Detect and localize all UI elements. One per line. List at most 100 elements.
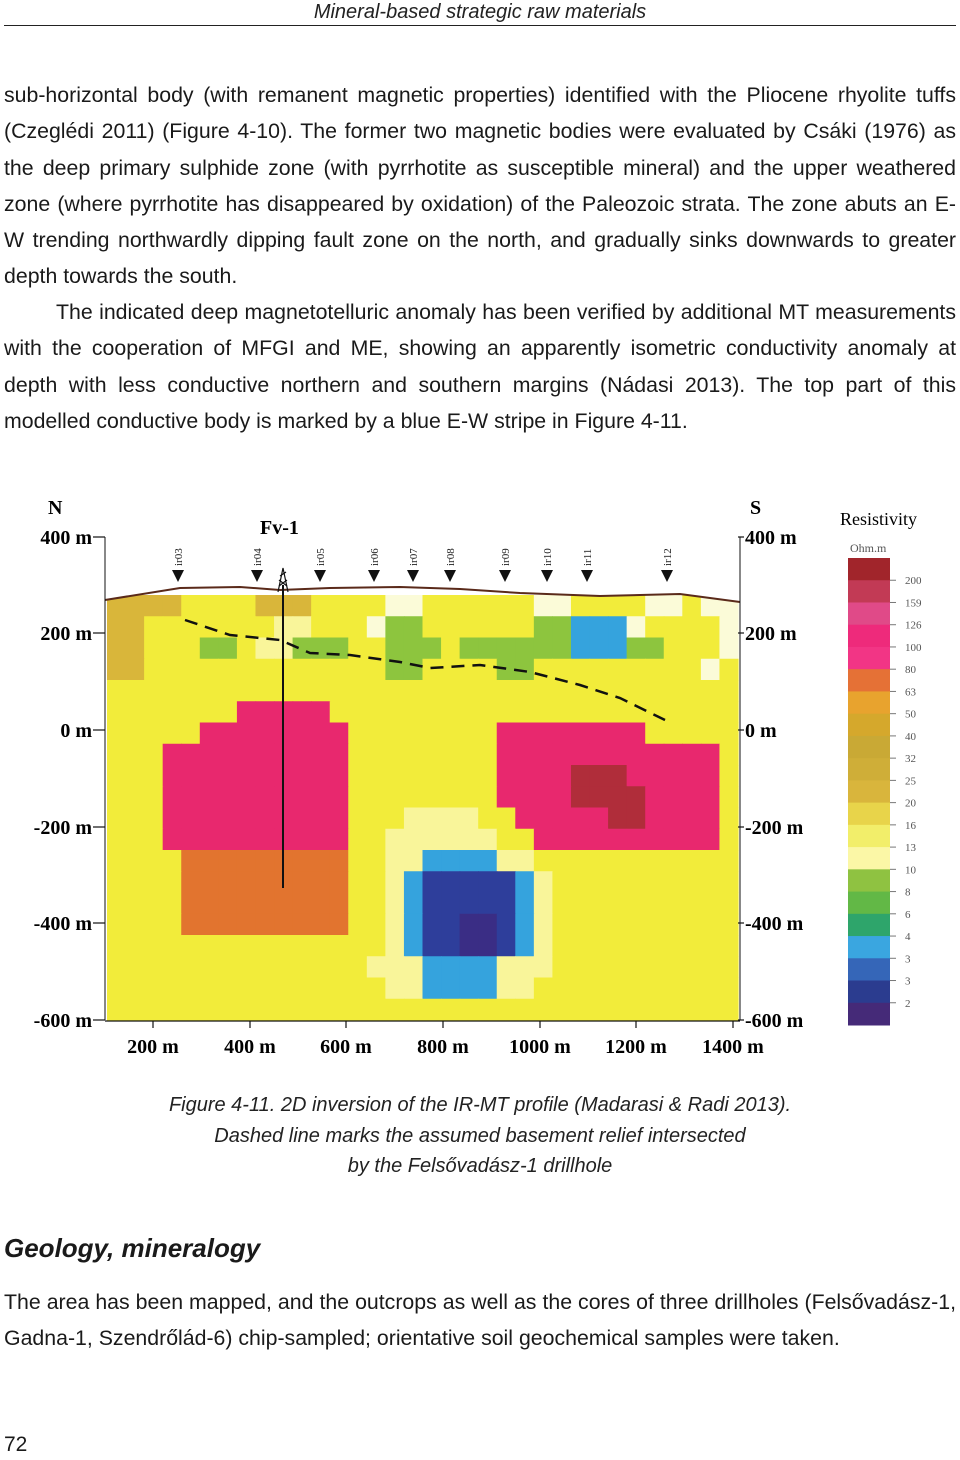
legend-swatch (848, 847, 890, 870)
section-cell (700, 637, 721, 660)
section-cell (552, 828, 572, 851)
section-cell (255, 998, 275, 1021)
section-cell (236, 658, 257, 681)
section-cell (459, 828, 479, 851)
legend-unit: Ohm.m (850, 541, 887, 555)
legend-swatch (848, 713, 890, 737)
section-cell (645, 786, 665, 809)
section-cell (645, 998, 665, 1021)
section-cell (199, 935, 219, 957)
section-cell (125, 807, 145, 830)
left-depth-label: -200 m (34, 817, 93, 839)
basement-dashed-line (184, 618, 666, 722)
section-cell (236, 850, 257, 872)
section-cell (144, 658, 164, 681)
section-cell (311, 828, 331, 851)
section-cell (366, 935, 386, 957)
legend-swatch (848, 602, 890, 626)
station-marker-icon (314, 570, 326, 582)
section-cell (441, 956, 461, 979)
section-cell (255, 595, 275, 617)
station-label: ir03 (173, 548, 185, 566)
section-cell (459, 807, 479, 830)
section-cell (385, 807, 405, 830)
legend-swatch (848, 691, 890, 715)
section-cell (144, 913, 164, 936)
section-cell (274, 913, 294, 936)
section-cell (552, 616, 572, 639)
section-cell (626, 935, 646, 957)
legend-value: 3 (905, 953, 911, 965)
section-cell (570, 998, 591, 1021)
section-cell (552, 850, 572, 872)
section-cell (608, 935, 628, 957)
section-cell (682, 680, 702, 702)
section-cell (496, 722, 516, 745)
north-label: N (48, 497, 63, 519)
section-cell (366, 680, 386, 702)
section-cell (162, 743, 182, 766)
section-cell (645, 765, 665, 787)
section-cell (292, 892, 312, 915)
section-cell (645, 828, 665, 851)
section-cell (645, 807, 665, 830)
section-cell (403, 616, 424, 639)
section-cell (107, 850, 127, 872)
section-cell (422, 956, 442, 979)
section-cell (570, 701, 591, 724)
section-cell (663, 850, 683, 872)
section-cell (663, 871, 683, 894)
section-cell (700, 956, 721, 979)
section-cell (329, 977, 349, 1000)
legend-swatch (848, 980, 890, 1004)
section-cell (626, 850, 646, 872)
legend-value: 63 (905, 686, 917, 698)
left-depth-axis: 400 m 200 m 0 m -200 m -400 m -600 m (34, 527, 106, 1032)
section-cell (570, 616, 591, 639)
section-cell (589, 616, 609, 639)
section-cell (478, 998, 498, 1021)
section-cell (422, 701, 442, 724)
section-cell (329, 828, 349, 851)
section-cell (329, 786, 349, 809)
section-cell (162, 892, 182, 915)
section-cell (181, 807, 201, 830)
running-head: Mineral-based strategic raw materials (313, 1, 647, 23)
section-cell (552, 637, 572, 660)
section-cell (144, 616, 164, 639)
section-cell (478, 680, 498, 702)
section-cell (663, 680, 683, 702)
section-cell (274, 977, 294, 1000)
section-cell (144, 786, 164, 809)
section-cell (626, 807, 646, 830)
section-cell (478, 701, 498, 724)
section-cell (552, 871, 572, 894)
section-cell (552, 892, 572, 915)
section-cell (403, 807, 424, 830)
section-cell (552, 956, 572, 979)
section-cell (236, 765, 257, 787)
section-cell (125, 680, 145, 702)
section-cell (719, 765, 739, 787)
section-cell (107, 977, 127, 1000)
section-cell (570, 828, 591, 851)
section-cell (422, 913, 442, 936)
section-cell (626, 828, 646, 851)
section-cell (236, 680, 257, 702)
section-cell (255, 935, 275, 957)
section-cell (626, 871, 646, 894)
section-cell (570, 786, 591, 809)
section-cell (533, 850, 554, 872)
section-cell (589, 765, 609, 787)
legend-value: 32 (905, 753, 916, 765)
section-cell (533, 595, 554, 617)
section-cell (552, 913, 572, 936)
section-cell (589, 828, 609, 851)
section-cell (311, 701, 331, 724)
section-cell (663, 786, 683, 809)
section-cell (422, 850, 442, 872)
section-cell (255, 913, 275, 936)
station-label: ir04 (252, 548, 264, 566)
section-cell (107, 807, 127, 830)
legend-swatch (848, 580, 890, 603)
